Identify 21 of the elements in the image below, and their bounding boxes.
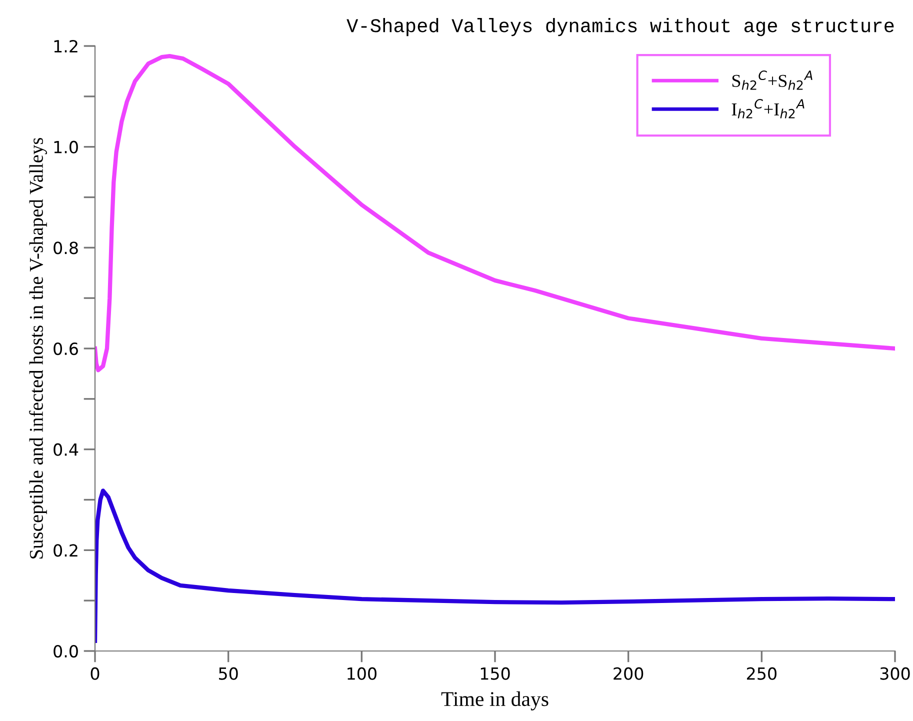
legend-label: I$_{h2}$$^{C}$+I$_{h2}$$^{A}$ xyxy=(732,99,804,118)
y-tick-label: 1.2 xyxy=(54,40,78,52)
y-tick-label: 0.8 xyxy=(54,242,78,254)
legend-label: S$_{h2}$$^{C}$+S$_{h2}$$^{A}$ xyxy=(732,70,812,90)
x-tick-label: 50 xyxy=(219,667,238,680)
line-series xyxy=(95,54,895,372)
y-tick-label: 0.0 xyxy=(54,644,78,658)
y-tick-label: 0.2 xyxy=(54,544,78,557)
x-tick-label: 200 xyxy=(614,667,644,680)
y-tick-label: 0.4 xyxy=(54,443,78,456)
x-tick-label: 300 xyxy=(880,667,910,680)
x-axis-title: Time in days xyxy=(441,691,548,710)
y-tick-label: 1.0 xyxy=(54,140,78,154)
x-tick-label: 150 xyxy=(480,667,510,680)
x-tick-label: 100 xyxy=(348,667,376,680)
x-tick-label: 250 xyxy=(746,667,776,680)
y-tick-label: 0.6 xyxy=(54,342,78,356)
chart-title: V-Shaped Valleys dynamics without age structure xyxy=(346,18,894,36)
line-series xyxy=(95,488,895,643)
y-axis-title: Susceptible and infected hosts in the V-shaped Valleys xyxy=(29,138,47,558)
x-tick-label: 0 xyxy=(90,667,100,680)
